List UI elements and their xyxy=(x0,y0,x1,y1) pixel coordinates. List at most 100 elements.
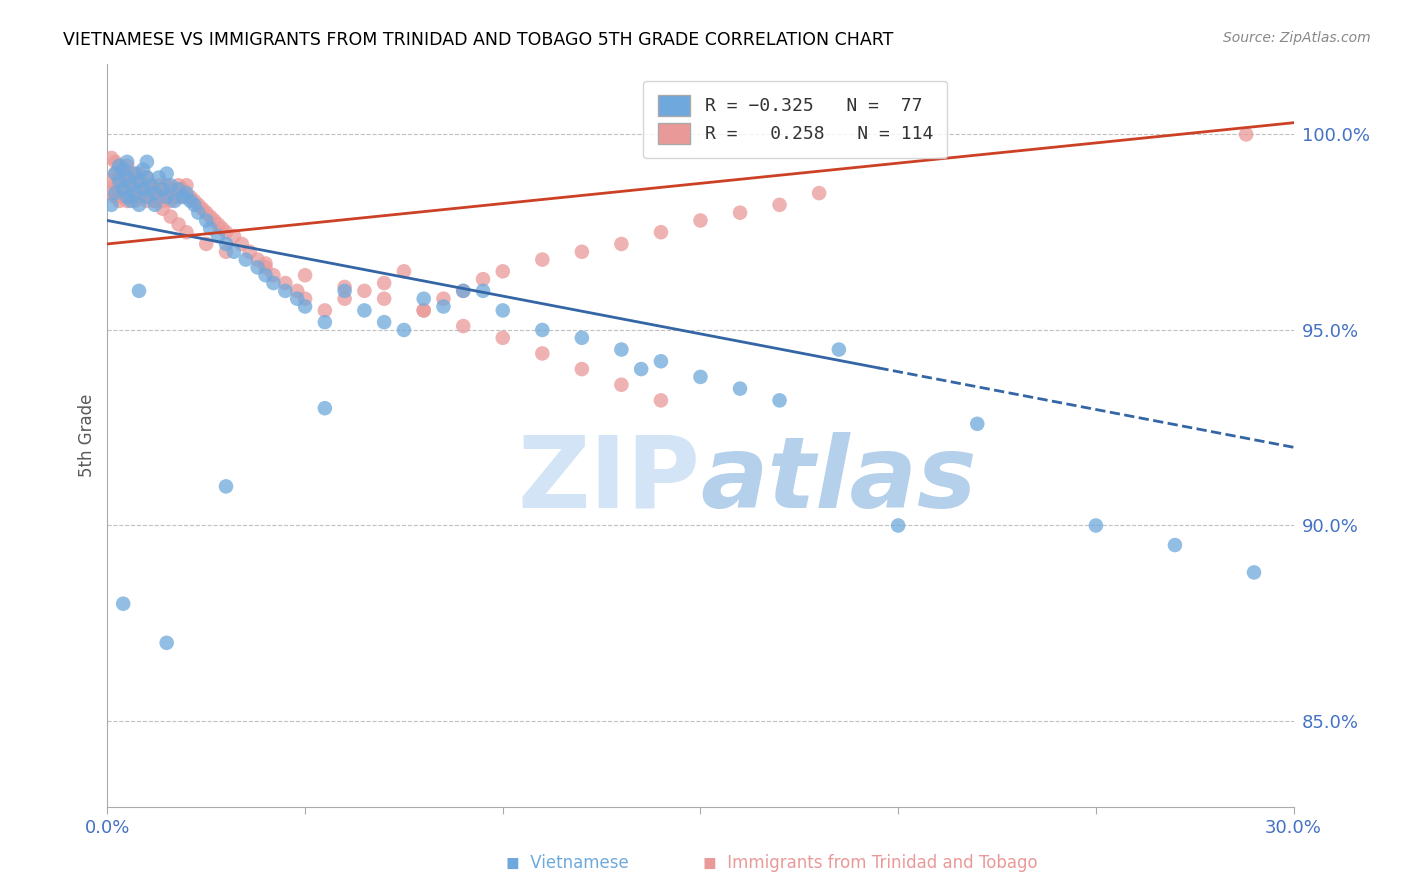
Point xyxy=(235,252,257,267)
Point xyxy=(148,190,170,204)
Point xyxy=(246,252,269,267)
Point xyxy=(222,229,245,244)
Point xyxy=(195,236,218,251)
Point xyxy=(152,194,174,208)
Point xyxy=(120,194,142,208)
Point xyxy=(176,186,198,200)
Point xyxy=(472,272,495,286)
Point xyxy=(104,154,127,169)
Point xyxy=(108,194,131,208)
Point xyxy=(176,178,198,193)
Point xyxy=(104,178,127,193)
Point xyxy=(314,303,336,318)
Point xyxy=(100,198,122,212)
Point xyxy=(143,186,166,200)
Point xyxy=(373,292,395,306)
Point xyxy=(207,229,229,244)
Point xyxy=(152,182,174,196)
Point xyxy=(172,182,194,196)
Point xyxy=(828,343,851,357)
Point xyxy=(143,198,166,212)
Point xyxy=(492,331,515,345)
Point xyxy=(167,178,190,193)
Point xyxy=(285,284,308,298)
Point xyxy=(353,303,375,318)
Point xyxy=(143,194,166,208)
Point xyxy=(135,154,157,169)
Point xyxy=(152,202,174,216)
Point xyxy=(108,174,131,188)
Point xyxy=(966,417,988,431)
Point xyxy=(254,268,277,283)
Point xyxy=(215,479,238,493)
Point xyxy=(202,213,225,227)
Point xyxy=(689,370,711,384)
Point xyxy=(132,182,155,196)
Point xyxy=(104,167,127,181)
Point xyxy=(100,186,122,200)
Point xyxy=(610,236,633,251)
Point xyxy=(115,159,138,173)
Text: atlas: atlas xyxy=(700,432,977,529)
Point xyxy=(211,221,233,235)
Point xyxy=(128,174,150,188)
Point xyxy=(124,194,146,208)
Text: Source: ZipAtlas.com: Source: ZipAtlas.com xyxy=(1223,31,1371,45)
Point xyxy=(135,194,157,208)
Point xyxy=(124,186,146,200)
Point xyxy=(285,292,308,306)
Legend: R = −0.325   N =  77, R =   0.258   N = 114: R = −0.325 N = 77, R = 0.258 N = 114 xyxy=(644,80,948,159)
Point xyxy=(128,178,150,193)
Point xyxy=(531,346,554,360)
Point xyxy=(115,170,138,185)
Point xyxy=(451,319,474,334)
Point xyxy=(167,218,190,232)
Point xyxy=(135,170,157,185)
Point xyxy=(132,178,155,193)
Point xyxy=(1234,128,1257,142)
Point xyxy=(728,382,751,396)
Point xyxy=(163,190,186,204)
Point xyxy=(132,190,155,204)
Point xyxy=(115,154,138,169)
Point xyxy=(124,182,146,196)
Y-axis label: 5th Grade: 5th Grade xyxy=(79,394,96,477)
Point xyxy=(432,292,454,306)
Point xyxy=(135,170,157,185)
Point xyxy=(120,178,142,193)
Point xyxy=(159,182,181,196)
Point xyxy=(124,174,146,188)
Point xyxy=(100,151,122,165)
Point xyxy=(128,284,150,298)
Point xyxy=(412,303,434,318)
Point xyxy=(610,377,633,392)
Point xyxy=(412,292,434,306)
Point xyxy=(262,268,284,283)
Point xyxy=(246,260,269,275)
Point xyxy=(373,276,395,290)
Point xyxy=(108,182,131,196)
Point xyxy=(333,284,356,298)
Point xyxy=(115,194,138,208)
Point xyxy=(179,194,201,208)
Point xyxy=(1164,538,1187,552)
Point xyxy=(222,244,245,259)
Point xyxy=(104,186,127,200)
Point xyxy=(274,284,297,298)
Point xyxy=(215,236,238,251)
Point xyxy=(156,178,179,193)
Point xyxy=(333,292,356,306)
Point xyxy=(314,401,336,416)
Point xyxy=(112,190,135,204)
Point xyxy=(472,284,495,298)
Point xyxy=(808,186,831,200)
Point xyxy=(179,190,201,204)
Point xyxy=(124,170,146,185)
Point xyxy=(112,162,135,177)
Point xyxy=(728,205,751,219)
Point xyxy=(100,174,122,188)
Point xyxy=(112,178,135,193)
Point xyxy=(115,190,138,204)
Point xyxy=(115,182,138,196)
Point xyxy=(451,284,474,298)
